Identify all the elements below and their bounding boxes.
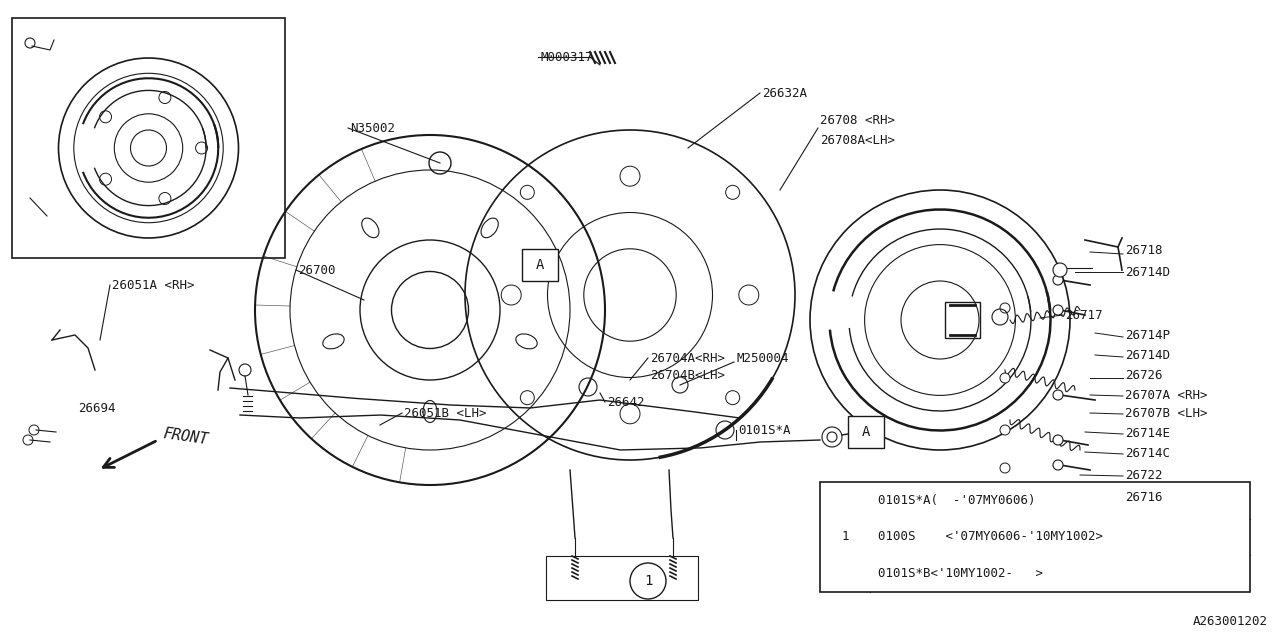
Text: 26726: 26726 (1125, 369, 1162, 381)
Text: 26704B<LH>: 26704B<LH> (650, 369, 724, 381)
Text: 0101S*A(  -'07MY0606): 0101S*A( -'07MY0606) (878, 494, 1036, 507)
Text: M250004: M250004 (736, 351, 788, 365)
Bar (945, 302, 980, 338)
Bar (547, 556, 698, 600)
Bar (12, 18, 285, 258)
Text: 26714D: 26714D (1125, 266, 1170, 278)
Text: 26714P: 26714P (1125, 328, 1170, 342)
Text: 26716: 26716 (1125, 490, 1162, 504)
Text: FRONT: FRONT (163, 426, 209, 447)
Circle shape (1053, 305, 1062, 315)
Text: 26718: 26718 (1125, 243, 1162, 257)
Text: 26714C: 26714C (1125, 447, 1170, 460)
Text: 26714E: 26714E (1125, 426, 1170, 440)
Text: 26704A<RH>: 26704A<RH> (650, 351, 724, 365)
Text: 0100S    <'07MY0606-'10MY1002>: 0100S <'07MY0606-'10MY1002> (878, 531, 1103, 543)
Text: 26708 <RH>: 26708 <RH> (820, 113, 895, 127)
Text: 26717: 26717 (1065, 308, 1102, 321)
Circle shape (630, 563, 666, 599)
Bar (820, 482, 1251, 592)
Text: 26051B <LH>: 26051B <LH> (404, 406, 486, 419)
Circle shape (1000, 373, 1010, 383)
Text: 26632A: 26632A (762, 86, 806, 99)
Circle shape (831, 523, 859, 551)
Bar (522, 249, 558, 281)
Text: A: A (861, 425, 870, 439)
Text: 0101S*A: 0101S*A (739, 424, 791, 436)
Circle shape (1053, 435, 1062, 445)
Text: 26722: 26722 (1125, 468, 1162, 481)
Circle shape (1053, 460, 1062, 470)
Bar (849, 416, 884, 448)
Circle shape (1053, 263, 1068, 277)
Circle shape (1053, 390, 1062, 400)
Circle shape (1000, 425, 1010, 435)
Text: M000317: M000317 (540, 51, 593, 63)
Text: 26700: 26700 (298, 264, 335, 276)
Text: 26694: 26694 (78, 401, 115, 415)
Text: 26714D: 26714D (1125, 349, 1170, 362)
Text: 26708A<LH>: 26708A<LH> (820, 134, 895, 147)
Text: 26707B <LH>: 26707B <LH> (1125, 406, 1207, 419)
Text: A: A (536, 258, 544, 272)
Text: 1: 1 (841, 531, 849, 543)
Text: 26707A <RH>: 26707A <RH> (1125, 388, 1207, 401)
Circle shape (1000, 463, 1010, 473)
Circle shape (1000, 303, 1010, 313)
Circle shape (1053, 275, 1062, 285)
Text: 26051A <RH>: 26051A <RH> (113, 278, 195, 291)
Text: 0101S*B<'10MY1002-   >: 0101S*B<'10MY1002- > (878, 567, 1043, 580)
Text: 1: 1 (644, 574, 653, 588)
Text: 26642: 26642 (607, 396, 645, 408)
Text: A263001202: A263001202 (1193, 615, 1268, 628)
Text: N35002: N35002 (349, 122, 396, 134)
